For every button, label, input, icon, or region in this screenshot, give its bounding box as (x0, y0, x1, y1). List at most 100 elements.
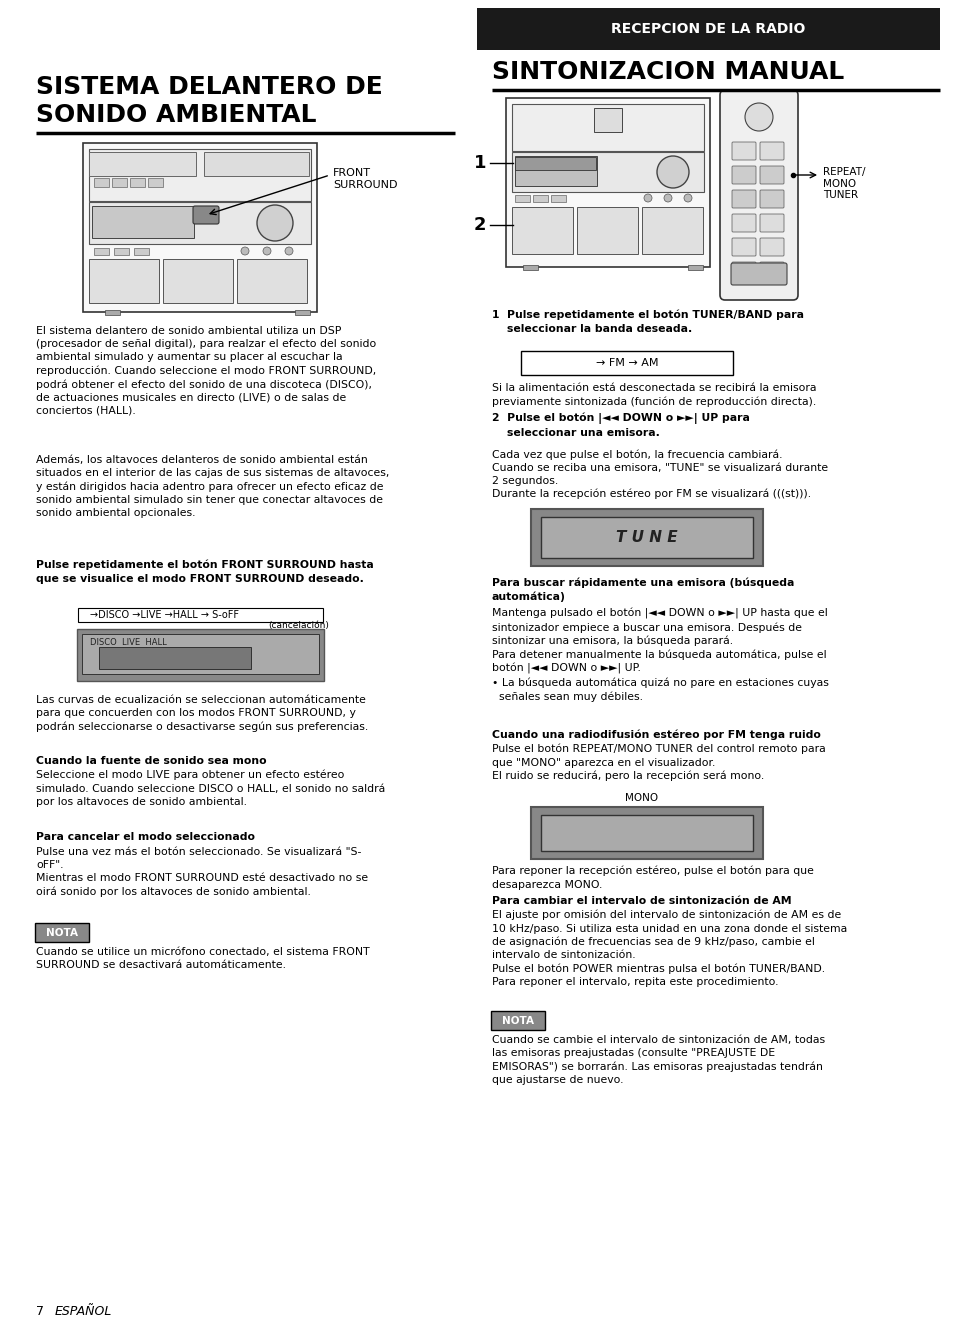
Circle shape (683, 195, 691, 203)
Text: T U N E: T U N E (616, 530, 677, 545)
FancyBboxPatch shape (731, 142, 755, 160)
Text: Para buscar rápidamente una emisora (búsqueda
automática): Para buscar rápidamente una emisora (bús… (492, 578, 794, 603)
FancyBboxPatch shape (517, 160, 532, 169)
FancyBboxPatch shape (131, 177, 146, 187)
Text: SISTEMA DELANTERO DE: SISTEMA DELANTERO DE (36, 75, 382, 99)
FancyBboxPatch shape (89, 149, 311, 201)
FancyBboxPatch shape (760, 191, 783, 208)
FancyBboxPatch shape (491, 1011, 544, 1031)
FancyBboxPatch shape (83, 144, 316, 311)
Circle shape (657, 156, 688, 188)
Circle shape (643, 195, 651, 203)
FancyBboxPatch shape (94, 177, 110, 187)
FancyBboxPatch shape (533, 195, 548, 201)
Text: Para reponer la recepción estéreo, pulse el botón para que
desaparezca MONO.: Para reponer la recepción estéreo, pulse… (492, 866, 813, 890)
FancyBboxPatch shape (760, 238, 783, 256)
Text: El sistema delantero de sonido ambiental utiliza un DSP
(procesador de señal dig: El sistema delantero de sonido ambiental… (36, 326, 375, 416)
FancyBboxPatch shape (720, 90, 797, 301)
Circle shape (256, 205, 293, 242)
FancyBboxPatch shape (134, 247, 150, 255)
FancyBboxPatch shape (577, 207, 638, 254)
Text: Cada vez que pulse el botón, la frecuencia cambiará.
Cuando se reciba una emisor: Cada vez que pulse el botón, la frecuenc… (492, 450, 827, 499)
Text: Mantenga pulsado el botón |◄◄ DOWN o ►►| UP hasta que el
sintonizador empiece a : Mantenga pulsado el botón |◄◄ DOWN o ►►|… (492, 608, 828, 702)
FancyBboxPatch shape (515, 157, 596, 169)
FancyBboxPatch shape (531, 509, 762, 566)
FancyBboxPatch shape (760, 166, 783, 184)
Text: 7: 7 (36, 1304, 44, 1318)
Circle shape (663, 195, 671, 203)
FancyBboxPatch shape (520, 352, 732, 374)
Text: ESPAÑOL: ESPAÑOL (55, 1304, 112, 1318)
Text: 2: 2 (473, 216, 485, 234)
FancyBboxPatch shape (551, 195, 566, 201)
Circle shape (744, 103, 772, 132)
Text: Pulse el botón REPEAT/MONO TUNER del control remoto para
que "MONO" aparezca en : Pulse el botón REPEAT/MONO TUNER del con… (492, 743, 825, 781)
Text: El ajuste por omisión del intervalo de sintonización de AM es de
10 kHz/paso. Si: El ajuste por omisión del intervalo de s… (492, 910, 846, 988)
FancyBboxPatch shape (512, 152, 703, 192)
Text: NOTA: NOTA (46, 927, 78, 938)
Text: 2  Pulse el botón |◄◄ DOWN o ►►| UP para
    seleccionar una emisora.: 2 Pulse el botón |◄◄ DOWN o ►►| UP para … (492, 413, 749, 437)
FancyBboxPatch shape (294, 310, 310, 315)
Text: Para cambiar el intervalo de sintonización de AM: Para cambiar el intervalo de sintonizaci… (492, 896, 791, 906)
FancyBboxPatch shape (515, 195, 530, 201)
FancyBboxPatch shape (512, 207, 573, 254)
FancyBboxPatch shape (731, 166, 755, 184)
FancyBboxPatch shape (35, 923, 89, 942)
Text: 1: 1 (473, 154, 485, 172)
Text: Pulse repetidamente el botón FRONT SURROUND hasta
que se visualice el modo FRONT: Pulse repetidamente el botón FRONT SURRO… (36, 560, 374, 584)
Circle shape (285, 247, 293, 255)
FancyBboxPatch shape (760, 213, 783, 232)
Text: Cuando se cambie el intervalo de sintonización de AM, todas
las emisoras preajus: Cuando se cambie el intervalo de sintoni… (492, 1035, 824, 1084)
FancyBboxPatch shape (82, 633, 318, 674)
FancyBboxPatch shape (476, 8, 939, 50)
Circle shape (241, 247, 249, 255)
Text: DISCO  LIVE  HALL: DISCO LIVE HALL (90, 637, 167, 647)
FancyBboxPatch shape (105, 310, 120, 315)
FancyBboxPatch shape (731, 191, 755, 208)
FancyBboxPatch shape (760, 262, 783, 280)
FancyBboxPatch shape (730, 263, 786, 285)
FancyBboxPatch shape (505, 98, 709, 267)
Text: (cancelación): (cancelación) (268, 621, 329, 629)
FancyBboxPatch shape (760, 142, 783, 160)
Text: 1  Pulse repetidamente el botón TUNER/BAND para
    seleccionar la banda deseada: 1 Pulse repetidamente el botón TUNER/BAN… (492, 310, 803, 334)
FancyBboxPatch shape (204, 152, 309, 176)
Text: RECEPCION DE LA RADIO: RECEPCION DE LA RADIO (611, 21, 805, 36)
Text: MONO: MONO (625, 793, 658, 803)
FancyBboxPatch shape (594, 107, 621, 132)
Text: Además, los altavoces delanteros de sonido ambiental están
situados en el interi: Además, los altavoces delanteros de soni… (36, 455, 389, 518)
FancyBboxPatch shape (94, 247, 110, 255)
FancyBboxPatch shape (731, 238, 755, 256)
FancyBboxPatch shape (163, 259, 233, 303)
FancyBboxPatch shape (512, 103, 703, 152)
Text: Si la alimentación está desconectada se recibirá la emisora
previamente sintoniz: Si la alimentación está desconectada se … (492, 382, 816, 407)
FancyBboxPatch shape (731, 262, 755, 280)
Text: REPEAT/
MONO
TUNER: REPEAT/ MONO TUNER (822, 166, 864, 200)
Text: → FM → AM: → FM → AM (595, 358, 658, 368)
FancyBboxPatch shape (99, 647, 251, 670)
Text: SINTONIZACION MANUAL: SINTONIZACION MANUAL (492, 60, 843, 85)
FancyBboxPatch shape (687, 264, 702, 270)
Text: →DISCO →LIVE →HALL → S-oFF: →DISCO →LIVE →HALL → S-oFF (90, 611, 239, 620)
FancyBboxPatch shape (731, 213, 755, 232)
FancyBboxPatch shape (522, 264, 537, 270)
Text: NOTA: NOTA (501, 1016, 534, 1025)
FancyBboxPatch shape (236, 259, 307, 303)
Circle shape (263, 247, 271, 255)
Text: Las curvas de ecualización se seleccionan automáticamente
para que concuerden co: Las curvas de ecualización se selecciona… (36, 695, 368, 731)
FancyBboxPatch shape (112, 177, 128, 187)
FancyBboxPatch shape (77, 629, 324, 680)
Text: Para cancelar el modo seleccionado: Para cancelar el modo seleccionado (36, 832, 254, 841)
FancyBboxPatch shape (89, 152, 195, 176)
Text: Seleccione el modo LIVE para obtener un efecto estéreo
simulado. Cuando seleccio: Seleccione el modo LIVE para obtener un … (36, 770, 385, 807)
FancyBboxPatch shape (531, 807, 762, 859)
FancyBboxPatch shape (553, 160, 568, 169)
FancyBboxPatch shape (91, 207, 193, 238)
FancyBboxPatch shape (641, 207, 702, 254)
Text: SONIDO AMBIENTAL: SONIDO AMBIENTAL (36, 103, 316, 127)
Text: FRONT
SURROUND: FRONT SURROUND (333, 168, 397, 189)
FancyBboxPatch shape (540, 815, 752, 851)
FancyBboxPatch shape (535, 160, 550, 169)
FancyBboxPatch shape (114, 247, 130, 255)
FancyBboxPatch shape (515, 156, 597, 187)
